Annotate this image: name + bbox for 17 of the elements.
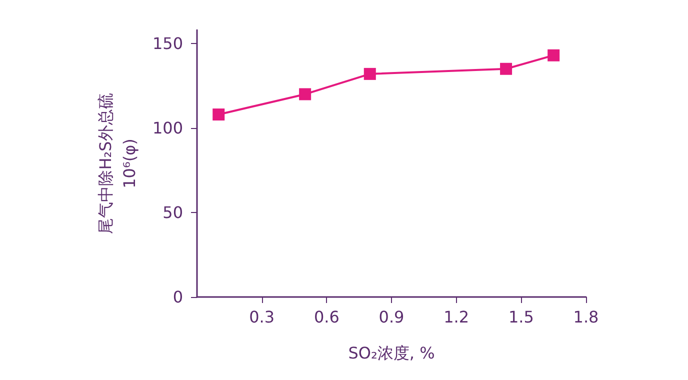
y-axis-title: 尾气中除H₂S外总硫 10⁶(φ): [96, 93, 140, 234]
point: [364, 68, 376, 80]
point: [548, 49, 560, 62]
point: [500, 62, 512, 75]
x-tick-label: 1.8: [573, 308, 599, 326]
x-tick-label: 0.3: [249, 308, 275, 326]
y-tick-label: 0: [172, 288, 183, 306]
x-axis-title: SO₂浓度, %: [348, 344, 435, 362]
point: [299, 88, 312, 100]
x-tick-label: 0.6: [314, 308, 340, 326]
y-tick-label: 100: [152, 118, 183, 138]
x-tick-label: 1.2: [444, 308, 470, 326]
y-tick-label: 50: [162, 203, 183, 222]
x-tick-label: 0.9: [378, 308, 404, 326]
point: [212, 108, 225, 120]
y-tick-label: 150: [152, 34, 183, 54]
x-tick-label: 1.5: [508, 308, 534, 326]
